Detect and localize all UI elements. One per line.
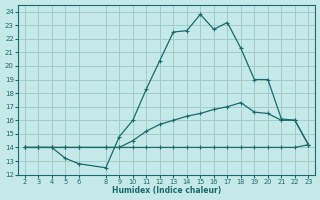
X-axis label: Humidex (Indice chaleur): Humidex (Indice chaleur) [112,186,221,195]
